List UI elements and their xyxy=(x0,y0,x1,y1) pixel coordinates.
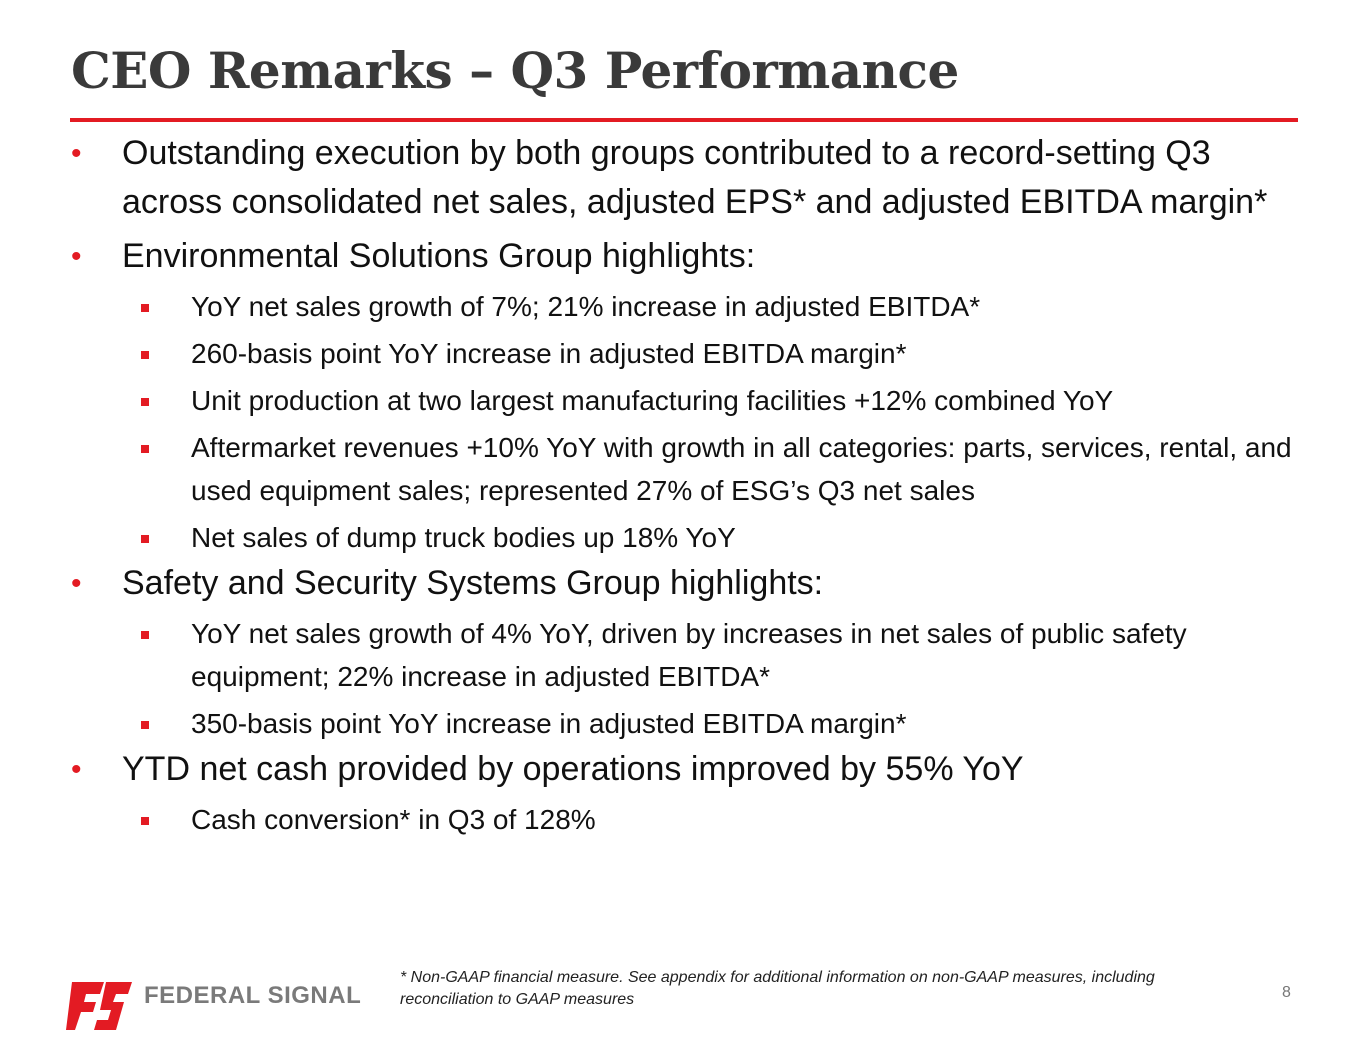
federal-signal-logo: FEDERAL SIGNAL xyxy=(66,968,361,1030)
bullet-list: • Outstanding execution by both groups c… xyxy=(0,129,1365,841)
sub-bullet-text: Cash conversion* in Q3 of 128% xyxy=(191,804,596,835)
sub-bullet-item: Net sales of dump truck bodies up 18% Yo… xyxy=(0,516,1365,559)
square-bullet-icon xyxy=(141,631,149,639)
sub-bullet-text: Net sales of dump truck bodies up 18% Yo… xyxy=(191,522,736,553)
sub-bullet-text: YoY net sales growth of 4% YoY, driven b… xyxy=(191,618,1187,692)
sub-bullet-text: Unit production at two largest manufactu… xyxy=(191,385,1114,416)
sub-bullet-text: YoY net sales growth of 7%; 21% increase… xyxy=(191,291,981,322)
square-bullet-icon xyxy=(141,721,149,729)
title-divider xyxy=(70,118,1298,122)
square-bullet-icon xyxy=(141,304,149,312)
bullet-dot-icon: • xyxy=(71,753,82,786)
sub-bullet-item: YoY net sales growth of 7%; 21% increase… xyxy=(0,285,1365,328)
sub-bullet-text: Aftermarket revenues +10% YoY with growt… xyxy=(191,432,1292,506)
square-bullet-icon xyxy=(141,351,149,359)
sub-bullet-item: Unit production at two largest manufactu… xyxy=(0,379,1365,422)
slide-title: CEO Remarks – Q3 Performance xyxy=(71,41,959,100)
bullet-text: Safety and Security Systems Group highli… xyxy=(122,564,824,602)
bullet-item: • Environmental Solutions Group highligh… xyxy=(0,232,1365,281)
square-bullet-icon xyxy=(141,817,149,825)
sub-bullet-item: Aftermarket revenues +10% YoY with growt… xyxy=(0,426,1365,512)
bullet-dot-icon: • xyxy=(71,567,82,600)
bullet-item: • Safety and Security Systems Group high… xyxy=(0,559,1365,608)
square-bullet-icon xyxy=(141,398,149,406)
footnote: * Non-GAAP financial measure. See append… xyxy=(400,969,1155,1008)
bullet-text: YTD net cash provided by operations impr… xyxy=(122,750,1024,788)
sub-bullet-text: 350-basis point YoY increase in adjusted… xyxy=(191,708,907,739)
bullet-text: Environmental Solutions Group highlights… xyxy=(122,237,756,275)
sub-bullet-item: 350-basis point YoY increase in adjusted… xyxy=(0,702,1365,745)
sub-bullet-item: 260-basis point YoY increase in adjusted… xyxy=(0,332,1365,375)
square-bullet-icon xyxy=(141,535,149,543)
federal-signal-logo-icon xyxy=(66,982,132,1030)
page-number: 8 xyxy=(1282,984,1291,1001)
square-bullet-icon xyxy=(141,445,149,453)
bullet-item: • Outstanding execution by both groups c… xyxy=(0,129,1365,227)
sub-bullet-item: Cash conversion* in Q3 of 128% xyxy=(0,798,1365,841)
bullet-dot-icon: • xyxy=(71,137,82,170)
bullet-item: • YTD net cash provided by operations im… xyxy=(0,745,1365,794)
bullet-text: Outstanding execution by both groups con… xyxy=(122,134,1268,221)
bullet-dot-icon: • xyxy=(71,240,82,273)
sub-bullet-text: 260-basis point YoY increase in adjusted… xyxy=(191,338,907,369)
logo-wordmark: FEDERAL SIGNAL xyxy=(144,982,362,1009)
sub-bullet-item: YoY net sales growth of 4% YoY, driven b… xyxy=(0,612,1365,698)
